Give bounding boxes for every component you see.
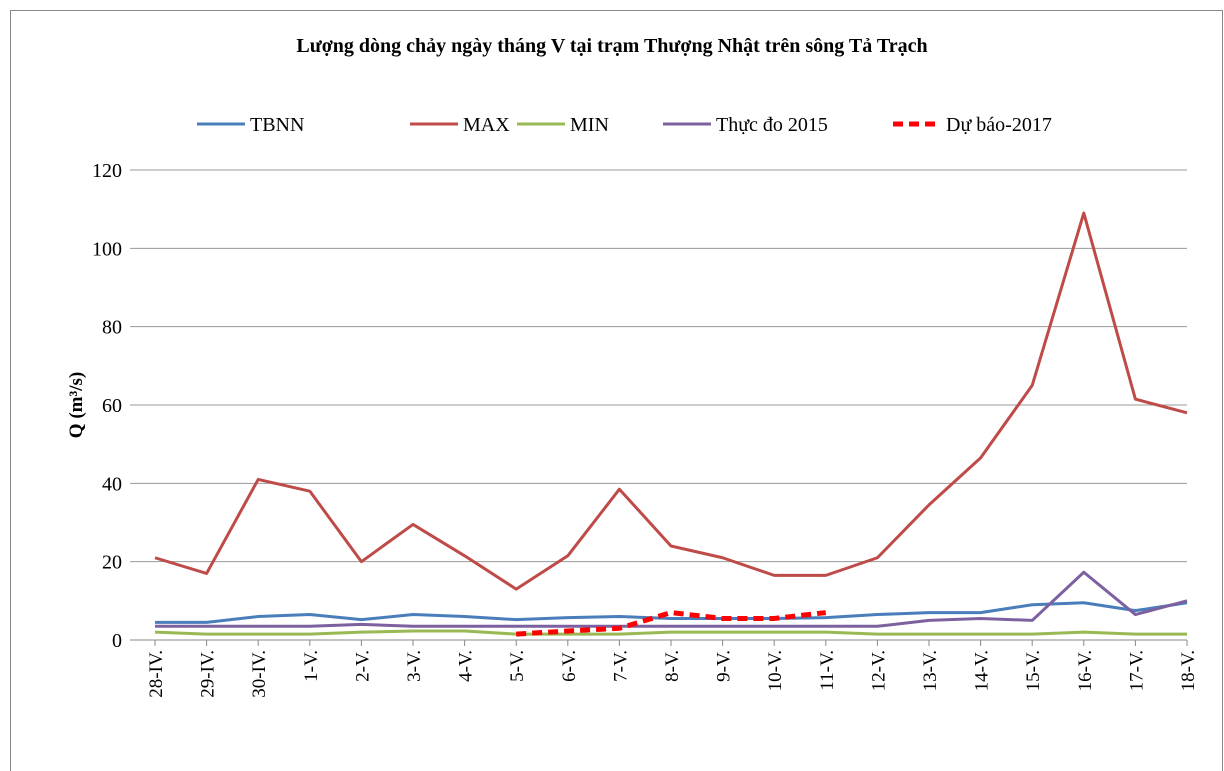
legend-label: Thực đo 2015 <box>716 114 828 136</box>
x-tick-label: 8-V. <box>662 650 683 682</box>
x-tick-label: 12-V. <box>868 650 889 691</box>
legend-label: MIN <box>570 114 609 136</box>
x-tick-label: 3-V. <box>404 650 425 682</box>
chart-border <box>10 10 1223 771</box>
x-tick-label: 17-V. <box>1126 650 1147 691</box>
x-tick-label: 18-V. <box>1178 650 1199 691</box>
x-tick-label: 2-V. <box>352 650 373 682</box>
x-tick-label: 29-IV. <box>198 650 219 698</box>
y-tick-label: 20 <box>102 552 122 574</box>
x-tick-label: 11-V. <box>817 650 838 691</box>
series-line <box>154 211 1188 591</box>
x-tick-label: 5-V. <box>507 650 528 682</box>
legend-label: TBNN <box>250 114 304 136</box>
y-tick-label: 100 <box>92 238 122 260</box>
x-tick-label: 1-V. <box>301 650 322 682</box>
x-tick-label: 16-V. <box>1075 650 1096 691</box>
x-tick-label: 30-IV. <box>249 650 270 698</box>
x-tick-label: 15-V. <box>1023 650 1044 691</box>
x-tick-label: 4-V. <box>456 650 477 682</box>
series-line <box>154 629 1187 636</box>
chart-title: Lượng dòng chảy ngày tháng V tại trạm Th… <box>296 35 927 57</box>
series-line <box>155 570 1188 628</box>
y-tick-label: 40 <box>102 473 122 495</box>
x-tick-label: 6-V. <box>559 650 580 682</box>
legend-label: MAX <box>463 114 510 136</box>
x-tick-label: 13-V. <box>920 650 941 691</box>
y-tick-label: 0 <box>112 630 122 652</box>
x-tick-label: 28-IV. <box>146 650 167 698</box>
x-tick-label: 7-V. <box>610 650 631 682</box>
y-tick-label: 60 <box>102 395 122 417</box>
series-line <box>155 601 1188 624</box>
x-tick-label: 10-V. <box>765 650 786 691</box>
x-tick-label: 14-V. <box>972 650 993 691</box>
y-axis-label: Q (m³/s) <box>66 372 87 438</box>
x-tick-label: 9-V. <box>714 650 735 682</box>
y-tick-label: 120 <box>92 160 122 182</box>
legend-label: Dự báo-2017 <box>946 114 1052 136</box>
y-tick-label: 80 <box>102 317 122 339</box>
series-line <box>516 610 827 637</box>
